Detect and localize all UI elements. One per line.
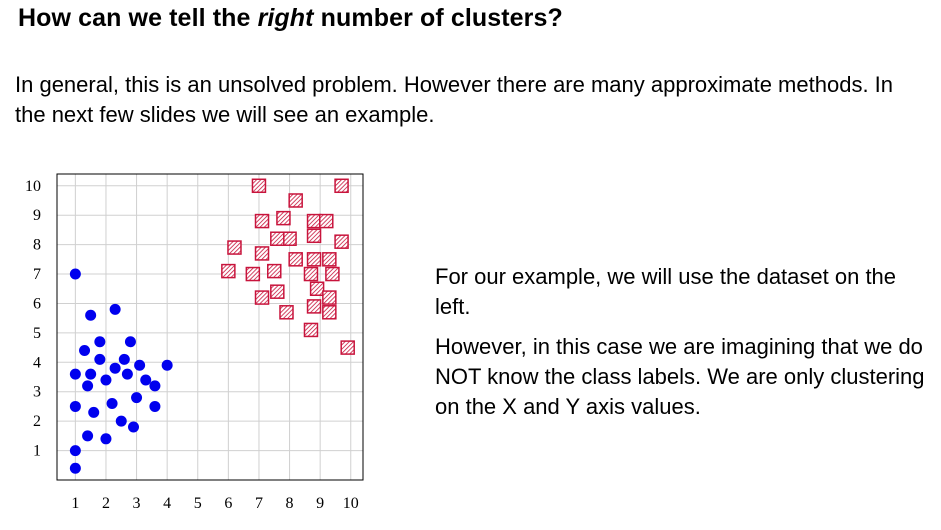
square-point (270, 284, 285, 299)
x-tick-label: 1 (71, 495, 79, 512)
y-tick-label: 1 (33, 443, 41, 460)
square-point (303, 322, 319, 338)
circle-point (85, 368, 97, 380)
circle-point (106, 398, 118, 409)
square-point (306, 228, 322, 244)
y-tick-label: 6 (33, 295, 41, 312)
circle-point (88, 406, 100, 418)
circle-point (69, 400, 81, 412)
y-tick-label: 7 (33, 266, 41, 283)
circle-point (149, 400, 161, 412)
square-point (254, 246, 270, 261)
x-tick-label: 3 (133, 495, 141, 512)
square-point (282, 231, 297, 246)
circle-point (79, 345, 91, 357)
y-tick-label: 4 (33, 354, 41, 371)
square-point (306, 213, 322, 229)
axis-ticks: 1 2 3 4 5 6 7 8 9 10 1 2 3 4 5 6 7 8 9 10 (25, 178, 359, 512)
square-point (245, 266, 261, 282)
circle-point (131, 392, 143, 404)
circle-point (149, 380, 161, 392)
title-prefix: How can we tell the (18, 4, 258, 32)
x-tick-label: 8 (286, 495, 294, 512)
circle-point (82, 380, 94, 392)
y-tick-label: 5 (33, 325, 41, 342)
circle-point (94, 336, 106, 348)
square-point (322, 290, 337, 305)
square-point (267, 263, 282, 279)
square-point (251, 178, 267, 194)
square-point (279, 305, 294, 320)
square-point (270, 231, 285, 246)
circle-point (100, 374, 112, 386)
square-point (306, 252, 322, 267)
circle-point (69, 368, 81, 380)
circle-point (109, 362, 121, 374)
square-point (309, 281, 325, 296)
x-tick-label: 7 (255, 495, 263, 512)
circle-point (121, 368, 133, 380)
circle-point (69, 268, 81, 280)
square-point (334, 234, 349, 249)
circle-point (161, 359, 173, 371)
square-point (288, 193, 303, 208)
intro-text: In general, this is an unsolved problem.… (15, 72, 894, 127)
circle-point (85, 309, 97, 321)
y-tick-label: 9 (33, 207, 41, 224)
y-tick-label: 3 (33, 384, 41, 401)
x-tick-label: 10 (343, 495, 359, 512)
square-point (340, 340, 355, 355)
circle-point (69, 462, 81, 474)
plot-frame (56, 173, 364, 481)
title-emphasis: right (257, 4, 314, 32)
dataset-note: For our example, we will use the dataset… (435, 264, 897, 319)
square-point (276, 210, 291, 226)
square-point (306, 299, 322, 314)
circle-point (124, 336, 136, 348)
y-tick-label: 8 (33, 237, 41, 254)
square-point (303, 266, 319, 282)
square-point (227, 240, 242, 255)
title-suffix: number of clusters? (313, 4, 563, 32)
square-point (334, 178, 349, 194)
square-point (254, 213, 270, 229)
slide-title: How can we tell the right number of clus… (18, 4, 563, 33)
circle-point (94, 353, 106, 365)
square-point (288, 252, 303, 267)
y-tick-label: 2 (33, 413, 41, 430)
x-tick-label: 2 (102, 495, 110, 512)
plot-grid (57, 174, 363, 480)
scatter-plot: 1 2 3 4 5 6 7 8 9 10 1 2 3 4 5 6 7 8 9 10 (25, 173, 364, 512)
y-tick-label: 10 (25, 178, 41, 195)
square-point (221, 263, 236, 279)
unlabeled-note: However, in this case we are imagining t… (435, 334, 925, 419)
square-point (322, 305, 337, 320)
circle-point (82, 430, 94, 442)
square-point (322, 252, 337, 267)
circle-point (109, 303, 121, 315)
circle-point (118, 353, 130, 365)
x-tick-label: 9 (316, 495, 324, 512)
circle-point (100, 433, 112, 445)
data-points (69, 178, 355, 474)
x-tick-label: 5 (194, 495, 202, 512)
circle-point (140, 374, 152, 386)
circle-point (69, 445, 81, 457)
circle-point (134, 359, 146, 371)
x-tick-label: 6 (224, 495, 232, 512)
square-point (254, 290, 270, 305)
circle-point (128, 421, 139, 433)
square-point (319, 213, 334, 229)
circle-point (115, 415, 127, 427)
x-tick-label: 4 (163, 495, 171, 512)
explanation-text: For our example, we will use the dataset… (435, 262, 935, 432)
square-point (325, 266, 340, 282)
